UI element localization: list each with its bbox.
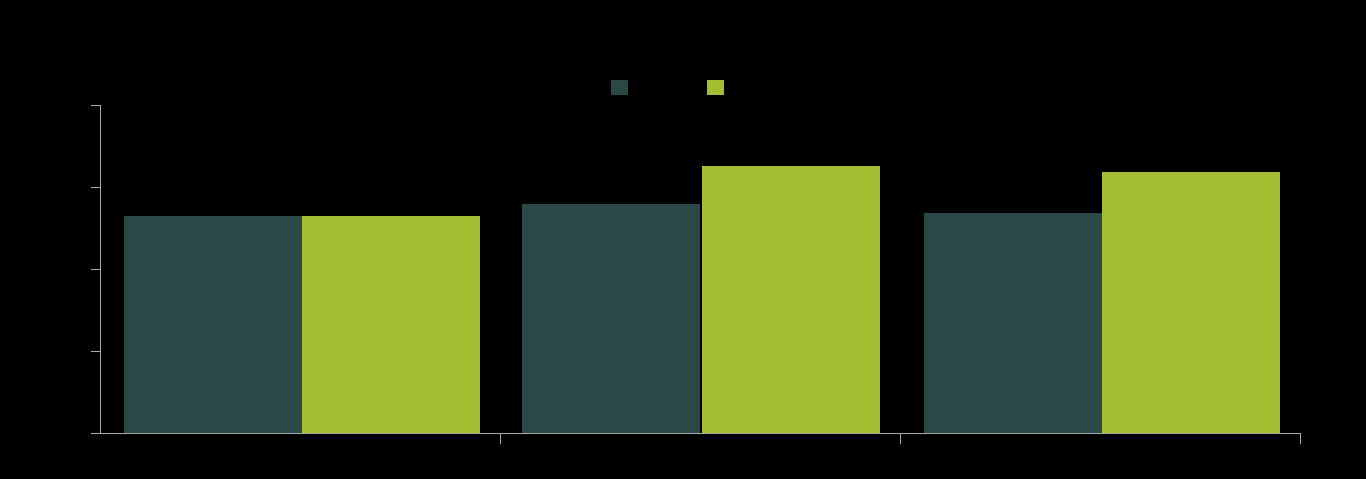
legend-item-0[interactable] — [611, 74, 636, 100]
bar-group-1-series-1[interactable] — [702, 166, 880, 433]
chart-legend — [0, 74, 1366, 100]
y-axis-tick — [91, 351, 101, 352]
x-axis-tick — [900, 433, 901, 444]
legend-swatch-icon — [611, 79, 628, 95]
x-axis-line — [100, 433, 1300, 434]
y-axis-tick — [91, 105, 101, 106]
bar-group-2-series-0[interactable] — [924, 213, 1102, 433]
bar-group-0-series-0[interactable] — [124, 216, 302, 433]
y-axis-tick — [91, 433, 101, 434]
bar-group-1-series-0[interactable] — [522, 204, 700, 433]
x-axis-tick — [1300, 433, 1301, 444]
bar-group-2-series-1[interactable] — [1102, 172, 1280, 433]
y-axis-tick — [91, 269, 101, 270]
y-axis-tick — [91, 187, 101, 188]
x-axis-tick — [500, 433, 501, 444]
legend-swatch-icon — [707, 79, 724, 95]
legend-item-1[interactable] — [707, 74, 732, 100]
bar-group-0-series-1[interactable] — [302, 216, 480, 433]
